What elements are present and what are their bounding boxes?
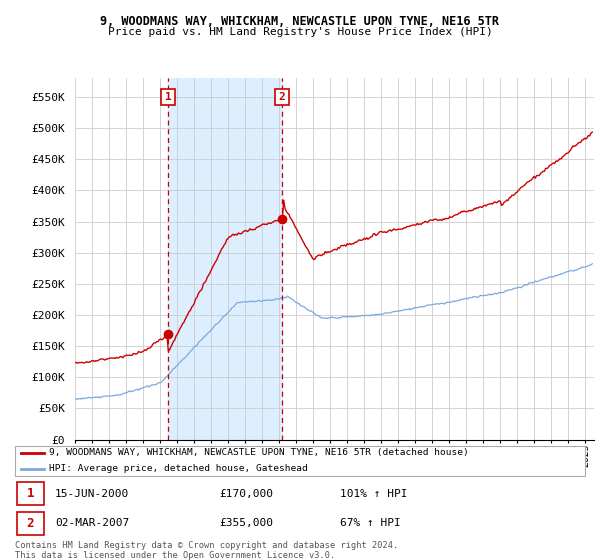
Text: 1: 1	[26, 487, 34, 500]
Text: 67% ↑ HPI: 67% ↑ HPI	[340, 519, 401, 528]
Bar	[168, 78, 282, 440]
Text: 2: 2	[278, 92, 286, 102]
Text: £355,000: £355,000	[220, 519, 274, 528]
FancyBboxPatch shape	[15, 446, 585, 476]
Text: Price paid vs. HM Land Registry's House Price Index (HPI): Price paid vs. HM Land Registry's House …	[107, 27, 493, 37]
Text: 15-JUN-2000: 15-JUN-2000	[55, 489, 130, 498]
FancyBboxPatch shape	[17, 512, 44, 535]
Text: 9, WOODMANS WAY, WHICKHAM, NEWCASTLE UPON TYNE, NE16 5TR: 9, WOODMANS WAY, WHICKHAM, NEWCASTLE UPO…	[101, 15, 499, 28]
Text: 2: 2	[26, 517, 34, 530]
Text: 101% ↑ HPI: 101% ↑ HPI	[340, 489, 408, 498]
Text: Contains HM Land Registry data © Crown copyright and database right 2024.
This d: Contains HM Land Registry data © Crown c…	[15, 541, 398, 560]
Text: 02-MAR-2007: 02-MAR-2007	[55, 519, 130, 528]
Text: 1: 1	[164, 92, 171, 102]
Text: 9, WOODMANS WAY, WHICKHAM, NEWCASTLE UPON TYNE, NE16 5TR (detached house): 9, WOODMANS WAY, WHICKHAM, NEWCASTLE UPO…	[49, 448, 469, 458]
Text: £170,000: £170,000	[220, 489, 274, 498]
FancyBboxPatch shape	[17, 482, 44, 505]
Text: HPI: Average price, detached house, Gateshead: HPI: Average price, detached house, Gate…	[49, 464, 308, 473]
